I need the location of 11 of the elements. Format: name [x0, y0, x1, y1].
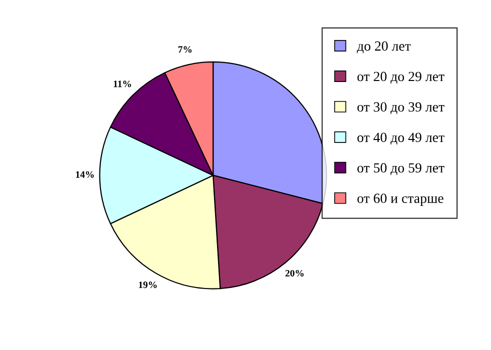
data-label: 14% [76, 171, 94, 178]
data-label: 11% [114, 80, 132, 88]
legend-label: от 30 до 39 лет [357, 102, 444, 114]
legend-label: от 60 и старше [357, 194, 444, 206]
legend-label: от 20 до 29 лет [357, 72, 444, 84]
legend-label: до 20 лет [356, 41, 411, 54]
data-label: 7% [178, 46, 192, 53]
legend-label: от 50 до 59 лет [357, 163, 444, 176]
data-label: 19% [138, 282, 157, 288]
legend-label: от 40 до 49 лет [357, 132, 444, 145]
data-label: 20% [285, 270, 304, 277]
